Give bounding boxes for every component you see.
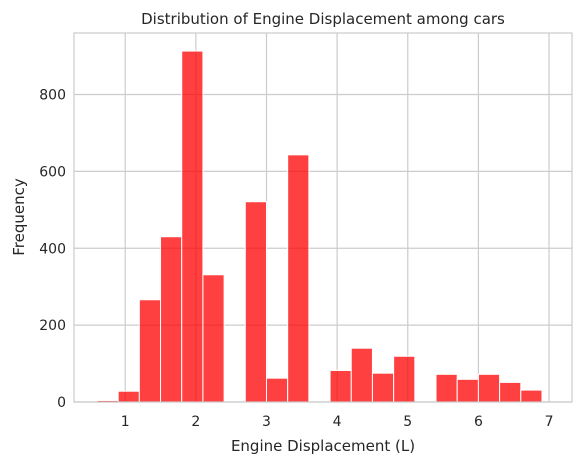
x-tick-label: 1	[121, 414, 130, 430]
bars	[96, 50, 543, 403]
histogram-bar	[456, 378, 479, 403]
histogram-bar	[350, 347, 373, 403]
x-tick-label: 2	[191, 414, 200, 430]
x-axis-label: Engine Displacement (L)	[231, 437, 415, 455]
histogram-bar	[244, 201, 267, 403]
x-tick-label: 6	[474, 414, 483, 430]
x-tick-label: 4	[333, 414, 342, 430]
chart-title: Distribution of Engine Displacement amon…	[141, 10, 505, 28]
histogram-bar	[202, 274, 225, 403]
histogram-bar	[117, 390, 140, 403]
y-tick-label: 400	[39, 241, 66, 257]
histogram-bar	[477, 373, 501, 403]
histogram-bar	[435, 373, 458, 403]
histogram-bar	[393, 355, 416, 403]
histogram-bar	[138, 299, 162, 403]
histogram-bar	[265, 377, 289, 403]
y-tick-label: 200	[39, 318, 66, 334]
y-tick-label: 600	[39, 164, 66, 180]
y-axis-label: Frequency	[10, 178, 28, 256]
x-tick-label: 7	[545, 414, 554, 430]
x-tick-label: 3	[262, 414, 271, 430]
x-ticks: 1 2 3 4 5 6 7	[121, 414, 554, 430]
histogram-bar	[181, 50, 204, 403]
histogram-bar	[499, 381, 522, 403]
x-tick-label: 5	[403, 414, 412, 430]
histogram-bar	[329, 369, 352, 403]
histogram-bar	[520, 389, 543, 403]
histogram-bar	[371, 372, 395, 403]
histogram-bar	[160, 236, 183, 403]
plot-frame	[73, 32, 573, 403]
y-tick-label: 0	[57, 395, 66, 411]
histogram-bar	[287, 154, 310, 403]
y-tick-label: 800	[39, 88, 66, 104]
y-ticks: 0 200 400 600 800	[39, 88, 66, 412]
